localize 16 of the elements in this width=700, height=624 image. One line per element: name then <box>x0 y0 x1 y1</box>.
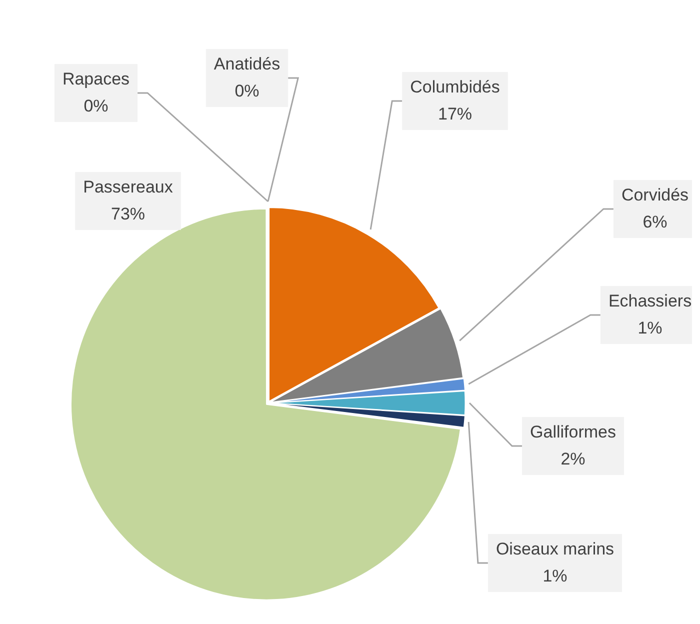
category-label: Rapaces <box>62 70 130 89</box>
category-label: Anatidés <box>214 54 280 74</box>
data-label: 2% <box>560 450 586 469</box>
data-label: 1% <box>542 566 568 586</box>
data-label: 6% <box>642 212 668 232</box>
slice-label: Columbidés <box>410 78 500 97</box>
text: 0% <box>84 96 108 116</box>
slice-label: Passereaux <box>83 178 174 197</box>
slice-label: Oiseaux marins <box>496 540 614 559</box>
slice-label: Corvidés <box>621 186 689 205</box>
data-label: 17% <box>438 104 472 124</box>
slice-label: Echassiers <box>608 292 692 311</box>
text: 0% <box>234 82 260 101</box>
slice-label: Galliformes <box>530 422 616 442</box>
data-label: 73% <box>110 204 146 224</box>
data-label: 1% <box>638 318 662 338</box>
